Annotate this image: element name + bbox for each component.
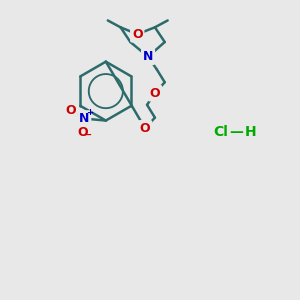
Text: O: O <box>65 104 76 117</box>
Text: +: + <box>85 108 93 117</box>
Text: Cl: Cl <box>213 125 228 139</box>
Text: O: O <box>77 126 88 139</box>
Text: N: N <box>79 112 89 125</box>
Text: N: N <box>143 50 153 63</box>
Text: −: − <box>84 130 92 140</box>
Text: O: O <box>132 28 142 41</box>
Text: H: H <box>244 125 256 139</box>
Text: O: O <box>140 122 150 135</box>
Text: O: O <box>150 87 160 100</box>
Text: —: — <box>230 125 243 139</box>
